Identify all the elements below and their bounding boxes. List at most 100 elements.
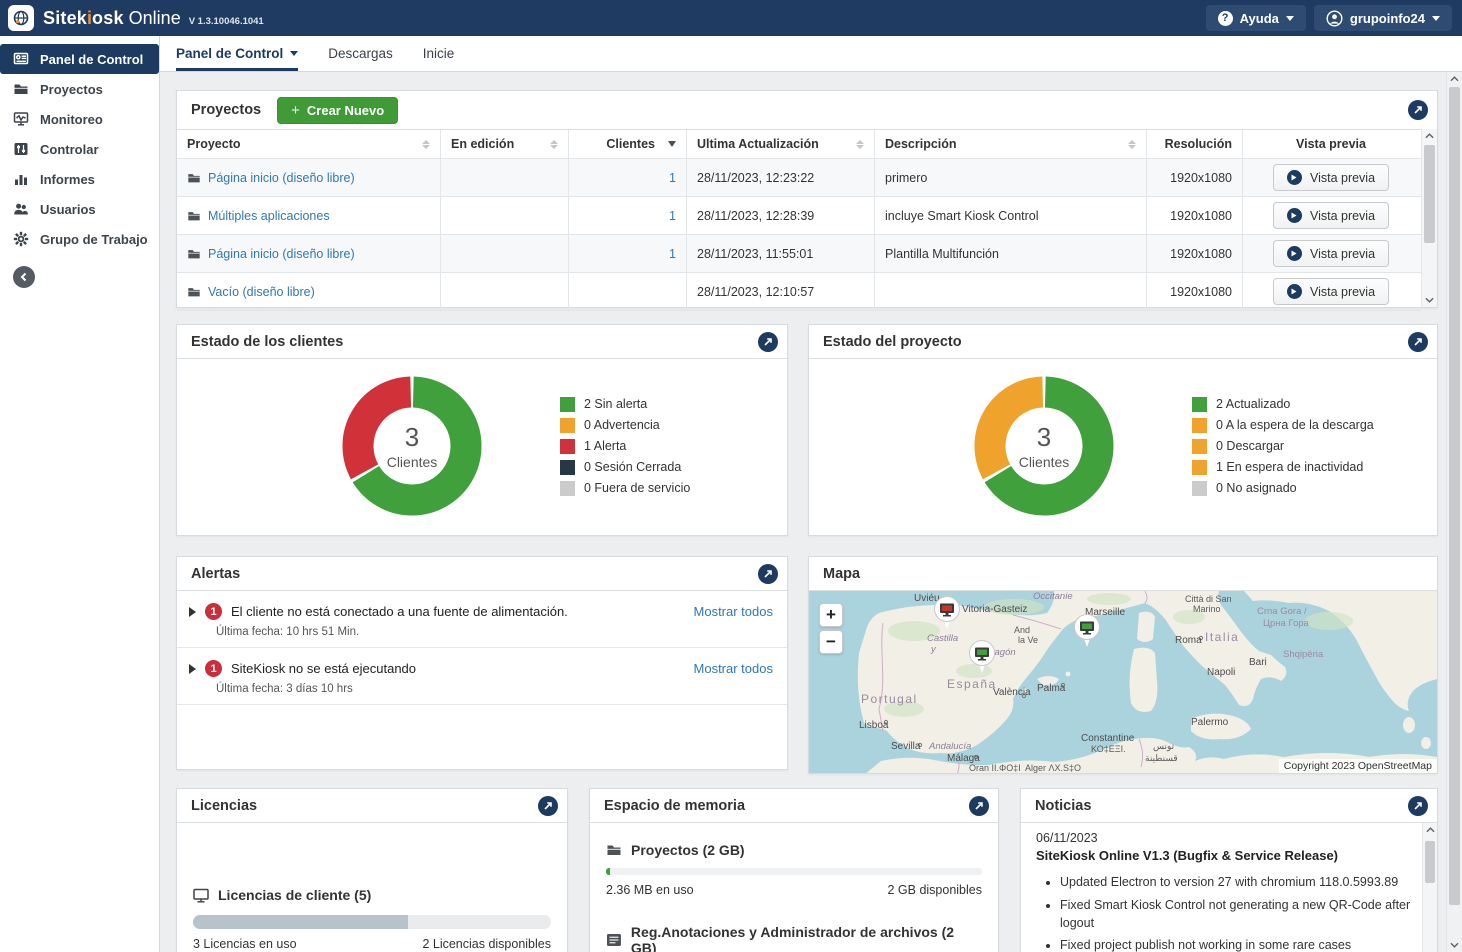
- column-header-descripcion[interactable]: Descripción: [875, 130, 1147, 158]
- preview-button[interactable]: Vista previa: [1272, 278, 1390, 305]
- map-marker-alert[interactable]: [934, 596, 960, 630]
- scroll-up-arrow[interactable]: [1423, 823, 1437, 837]
- play-icon: [1286, 246, 1302, 261]
- preview-button[interactable]: Vista previa: [1272, 202, 1390, 229]
- projects-table: Proyecto En edición Clientes Ultima Actu…: [177, 129, 1421, 311]
- column-header-ultima-actualizacion[interactable]: Ultima Actualización: [687, 130, 875, 158]
- project-link[interactable]: Vacío (diseño libre): [208, 284, 315, 299]
- map-canvas[interactable]: Uviéu Vitoria-Gasteiz Occitanie Marseill…: [809, 591, 1437, 773]
- map-zoom-out-button[interactable]: −: [819, 630, 843, 654]
- map-label: Castilla: [927, 633, 958, 644]
- panel-title: Licencias: [191, 797, 258, 814]
- sidebar-item-proyectos[interactable]: Proyectos: [0, 74, 159, 104]
- map-marker-ok[interactable]: [1074, 614, 1100, 648]
- news-bullet: Fixed project publish not working in som…: [1060, 937, 1412, 952]
- map-marker-ok[interactable]: [969, 640, 995, 674]
- sidebar-item-controlar[interactable]: Controlar: [0, 134, 159, 164]
- expand-panel-button[interactable]: [1408, 795, 1428, 816]
- sort-desc-icon: [668, 141, 676, 147]
- panel-title: Noticias: [1035, 797, 1092, 814]
- news-scrollbar[interactable]: [1422, 823, 1437, 952]
- folder-icon: [14, 84, 28, 94]
- create-new-button[interactable]: + Crear Nuevo: [277, 96, 399, 124]
- storage-section-title: Reg.Anotaciones y Administrador de archi…: [630, 924, 955, 952]
- legend-swatch: [1192, 438, 1207, 454]
- sort-icon[interactable]: [550, 139, 558, 149]
- expand-panel-button[interactable]: [758, 563, 778, 584]
- scroll-up-arrow[interactable]: [1422, 129, 1437, 143]
- expand-panel-button[interactable]: [758, 331, 778, 352]
- alerts-panel: Alertas 1 El cliente no está conectado a…: [176, 556, 788, 770]
- description: Plantilla Multifunción: [885, 246, 999, 261]
- map-label: Црна Гора: [1263, 618, 1310, 629]
- column-header-clientes[interactable]: Clientes: [569, 130, 687, 158]
- sidebar-item-monitoreo[interactable]: Monitoreo: [0, 104, 159, 134]
- map-label: Málaga: [947, 753, 980, 764]
- news-bullet: Fixed Smart Kiosk Control not generating…: [1060, 897, 1412, 933]
- storage-progress-bar: [606, 868, 982, 875]
- chart-legend: 2 Sin alerta 0 Advertencia 1 Alerta 0 Se…: [560, 396, 690, 496]
- updated-at: 28/11/2023, 12:10:57: [697, 284, 815, 299]
- user-menu-button[interactable]: grupoinfo24: [1313, 5, 1452, 31]
- project-link[interactable]: Página inicio (diseño libre): [208, 246, 355, 261]
- expand-panel-button[interactable]: [969, 795, 989, 816]
- show-all-link[interactable]: Mostrar todos: [693, 604, 773, 619]
- scrollbar-thumb[interactable]: [1449, 87, 1460, 905]
- column-header-proyecto[interactable]: Proyecto: [177, 130, 441, 158]
- sort-icon[interactable]: [422, 139, 430, 149]
- sidebar-item-label: Proyectos: [40, 81, 103, 97]
- expand-panel-button[interactable]: [1408, 100, 1428, 120]
- resolution: 1920x1080: [1170, 208, 1232, 223]
- clients-count-link[interactable]: 1: [669, 208, 676, 223]
- map-label: y: [930, 644, 937, 655]
- expand-panel-button[interactable]: [538, 795, 558, 816]
- folder-icon: [188, 211, 200, 220]
- arrow-up-right-icon: [764, 569, 772, 578]
- sidebar-item-panel-de-control[interactable]: Panel de Control: [0, 44, 159, 74]
- sidebar-item-grupo-de-trabajo[interactable]: Grupo de Trabajo: [0, 224, 159, 254]
- scroll-up-arrow[interactable]: [1447, 72, 1462, 86]
- table-scrollbar[interactable]: [1421, 129, 1437, 307]
- map-label: Portugal: [861, 692, 918, 706]
- folder-icon: [607, 845, 621, 855]
- sort-icon[interactable]: [856, 139, 864, 149]
- project-link[interactable]: Página inicio (diseño libre): [208, 170, 355, 185]
- column-header-en-edicion[interactable]: En edición: [441, 130, 569, 158]
- map-zoom-in-button[interactable]: +: [819, 603, 843, 627]
- map-copyright[interactable]: Copyright 2023 OpenStreetMap: [1278, 759, 1437, 773]
- sidebar-item-usuarios[interactable]: Usuarios: [0, 194, 159, 224]
- clients-count-link[interactable]: 1: [669, 246, 676, 261]
- licenses-panel: Licencias Licencias de cliente (5): [176, 788, 568, 952]
- help-button[interactable]: ? Ayuda: [1205, 5, 1306, 31]
- page-scrollbar[interactable]: [1446, 72, 1462, 952]
- scrollbar-thumb[interactable]: [1425, 841, 1435, 883]
- scrollbar-thumb[interactable]: [1424, 145, 1435, 243]
- legend-item: 0 Descargar: [1192, 438, 1374, 454]
- storage-progress-fill: [606, 868, 610, 875]
- legend-item: 2 Actualizado: [1192, 396, 1374, 412]
- clients-count-link[interactable]: 1: [669, 170, 676, 185]
- legend-item: 0 A la espera de la descarga: [1192, 417, 1374, 433]
- tab-descargas[interactable]: Descargas: [328, 36, 393, 71]
- preview-button[interactable]: Vista previa: [1272, 240, 1390, 267]
- show-all-link[interactable]: Mostrar todos: [693, 661, 773, 676]
- sidebar-collapse-button[interactable]: [13, 266, 35, 288]
- news-headline: SiteKiosk Online V1.3 (Bugfix & Service …: [1036, 848, 1339, 863]
- description: incluye Smart Kiosk Control: [885, 208, 1039, 223]
- storage-available-label: 2 GB disponibles: [887, 883, 982, 897]
- panel-title: Estado del proyecto: [823, 333, 962, 350]
- expand-alert-icon[interactable]: [189, 663, 196, 674]
- expand-alert-icon[interactable]: [189, 606, 196, 617]
- expand-panel-button[interactable]: [1408, 331, 1428, 352]
- legend-swatch: [1192, 459, 1207, 475]
- preview-button[interactable]: Vista previa: [1272, 164, 1390, 191]
- tab-panel-de-control[interactable]: Panel de Control: [176, 36, 299, 71]
- map-label: And: [1014, 625, 1030, 635]
- scroll-down-arrow[interactable]: [1447, 938, 1462, 952]
- scroll-down-arrow[interactable]: [1422, 293, 1437, 307]
- tab-inicie[interactable]: Inicie: [423, 36, 455, 71]
- column-header-resolucion[interactable]: Resolución: [1147, 130, 1243, 158]
- sort-icon[interactable]: [1128, 139, 1136, 149]
- project-link[interactable]: Múltiples aplicaciones: [208, 208, 330, 223]
- sidebar-item-informes[interactable]: Informes: [0, 164, 159, 194]
